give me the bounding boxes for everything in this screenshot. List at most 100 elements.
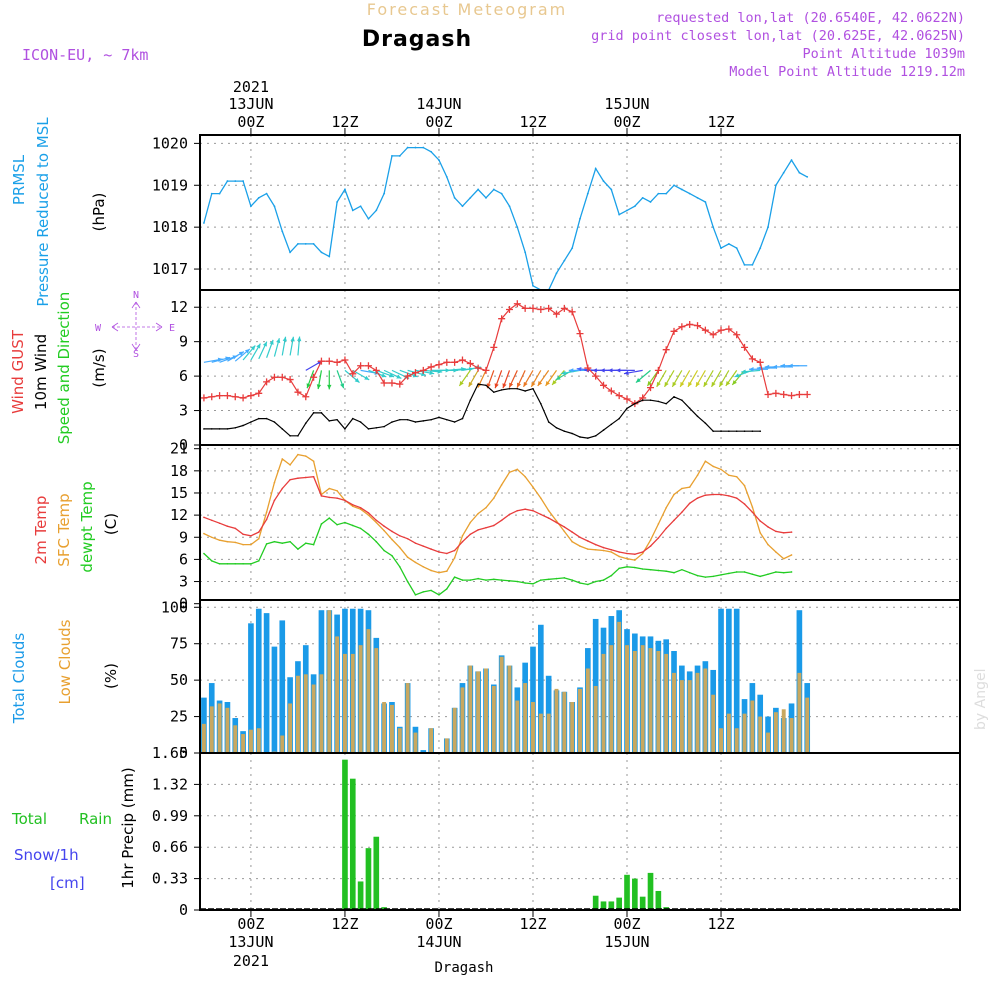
temp-sfc-point — [587, 548, 589, 550]
temp-dewpt-point — [540, 579, 542, 581]
temp-sfc-point — [375, 521, 378, 524]
gust-point — [686, 320, 694, 328]
wind-10m-point — [555, 426, 558, 429]
gust-point — [552, 310, 560, 318]
temp-dewpt-point — [775, 571, 777, 573]
wind-10m-point — [657, 400, 660, 403]
pressure-point — [626, 209, 628, 212]
pressure-point — [210, 192, 213, 195]
low-cloud-bar — [656, 651, 661, 753]
wind-10m-point — [532, 387, 534, 390]
temp-sfc-point — [782, 557, 785, 560]
pressure-point — [281, 230, 284, 233]
low-cloud-bar — [484, 668, 488, 753]
time-label-hour: 00Z — [613, 915, 640, 933]
gust-point — [372, 366, 380, 374]
wind-arrow-head — [600, 368, 605, 373]
temp-dewpt-point — [743, 571, 746, 573]
wind-10m-point — [453, 421, 456, 423]
temp-sfc-point — [422, 565, 425, 568]
gust-point — [411, 369, 419, 377]
footer-location: Dragash — [434, 960, 493, 976]
wind-arrow-head — [306, 383, 311, 389]
pressure-point — [743, 263, 746, 266]
low-cloud-bar — [695, 672, 700, 753]
gust-point — [270, 373, 278, 381]
temp-sfc-point — [297, 453, 299, 456]
pressure-point — [649, 201, 652, 203]
pressure-point — [516, 226, 519, 229]
low-cloud-bar — [382, 702, 387, 753]
low-cloud-bar — [491, 685, 496, 753]
low-cloud-bar — [538, 713, 543, 753]
temp-dewpt-point — [391, 554, 393, 557]
time-label-date: 14JUN — [416, 95, 461, 113]
wind-arrow-head — [672, 381, 677, 387]
wind-arrow — [623, 369, 643, 376]
gust-point — [748, 355, 756, 363]
pressure-point — [430, 150, 433, 153]
gust-point — [247, 392, 255, 400]
temp-sfc-point — [398, 546, 401, 549]
wind-arrow-head — [459, 380, 464, 386]
wind-arrow-head — [780, 363, 785, 368]
wind-10m-point — [681, 399, 683, 402]
time-label-year: 2021 — [233, 952, 269, 970]
temp-dewpt-point — [728, 572, 730, 575]
gust-point — [263, 378, 271, 386]
pressure-point — [673, 184, 675, 187]
temp-dewpt-point — [273, 540, 276, 543]
low-cloud-bar — [648, 648, 653, 753]
compass-cross — [112, 302, 162, 350]
pressure-point — [320, 251, 323, 254]
temp-dewpt-point — [328, 517, 331, 519]
gust-point — [623, 395, 631, 403]
rain-bar — [600, 901, 607, 910]
wind-arrow-head — [327, 384, 332, 390]
temp-sfc-point — [430, 569, 432, 572]
rain-bar — [632, 878, 638, 910]
wind-10m-point — [383, 425, 385, 428]
low-cloud-bar — [609, 645, 614, 753]
temp-dewpt-point — [218, 563, 221, 565]
low-cloud-bar — [429, 728, 434, 753]
wind-arrow-head — [545, 380, 550, 386]
low-cloud-bar — [546, 713, 551, 753]
pressure-point — [257, 196, 260, 199]
gust-point — [208, 393, 216, 401]
temp-dewpt-point — [649, 568, 652, 571]
wind-arrow — [671, 370, 683, 388]
wind-arrow-head — [608, 368, 613, 373]
temp-2m-point — [704, 494, 707, 496]
wind-arrow-head — [764, 364, 770, 370]
gust-point — [615, 392, 623, 400]
low-cloud-bar — [390, 704, 394, 753]
gust-point — [678, 323, 686, 331]
low-cloud-bar — [452, 707, 457, 753]
y-tick-label: 1.65 — [152, 744, 188, 762]
pressure-point — [712, 226, 715, 229]
temp-sfc-point — [336, 489, 338, 492]
temp-sfc-point — [367, 514, 370, 516]
temp-sfc-point — [618, 555, 620, 558]
pressure-point — [586, 192, 589, 195]
wind-arrow — [227, 351, 245, 362]
wind-10m-point — [273, 421, 276, 423]
temp-2m-point — [516, 509, 519, 512]
wind-10m-point — [257, 417, 260, 420]
total-cloud-bar — [726, 608, 732, 753]
gust-point — [302, 393, 310, 401]
wind-arrow-head — [688, 381, 693, 387]
wind-10m-point — [626, 407, 628, 410]
pressure-point — [696, 196, 699, 199]
y-tick-label: 12 — [170, 506, 188, 524]
precip-cm-label: [cm] — [50, 874, 85, 892]
temp-2m-point — [398, 534, 401, 537]
temp-dewpt-point — [712, 575, 714, 578]
wind-arrow-head — [340, 383, 345, 389]
wind-arrow-head — [316, 384, 322, 390]
temp-dewpt-point — [626, 565, 628, 568]
wind-arrow — [646, 370, 659, 387]
pressure-point — [351, 209, 354, 212]
temp-dewpt-point — [304, 542, 307, 544]
